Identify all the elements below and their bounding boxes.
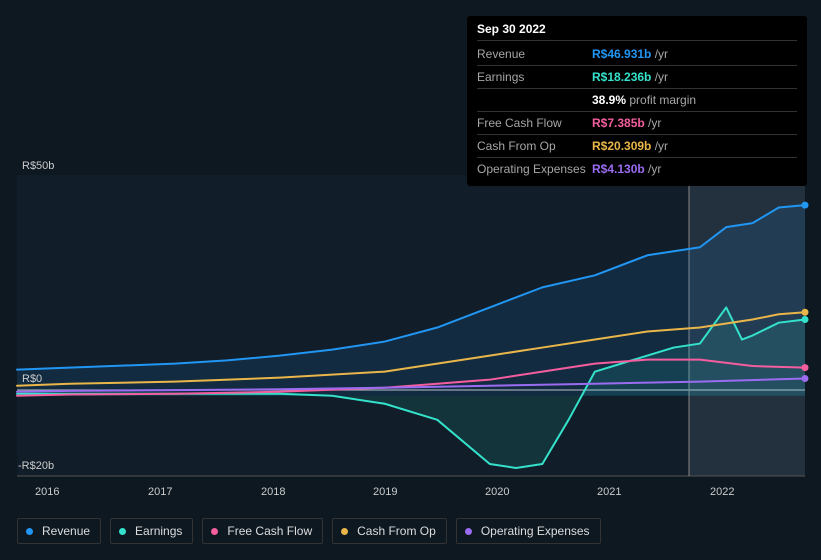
x-tick-2019: 2019 [373, 486, 397, 498]
x-tick-2018: 2018 [261, 486, 285, 498]
x-tick-2021: 2021 [597, 486, 621, 498]
legend-item-opex[interactable]: Operating Expenses [456, 518, 601, 544]
tooltip-date: Sep 30 2022 [477, 22, 797, 41]
y-tick-n20: -R$20b [18, 460, 54, 472]
tooltip-row-margin: 38.9% profit margin [477, 89, 797, 112]
legend-dot [341, 528, 348, 535]
tooltip-row-earnings: Earnings R$18.236b /yr [477, 66, 797, 89]
x-tick-2022: 2022 [710, 486, 734, 498]
x-tick-2020: 2020 [485, 486, 509, 498]
tooltip-row-opex: Operating Expenses R$4.130b /yr [477, 158, 797, 180]
legend-item-cfo[interactable]: Cash From Op [332, 518, 447, 544]
tooltip-row-revenue: Revenue R$46.931b /yr [477, 43, 797, 66]
tooltip-row-cfo: Cash From Op R$20.309b /yr [477, 135, 797, 158]
tooltip-row-fcf: Free Cash Flow R$7.385b /yr [477, 112, 797, 135]
legend-dot [465, 528, 472, 535]
legend-dot [26, 528, 33, 535]
legend-dot [211, 528, 218, 535]
x-tick-2017: 2017 [148, 486, 172, 498]
chart-legend: Revenue Earnings Free Cash Flow Cash Fro… [17, 518, 601, 544]
legend-dot [119, 528, 126, 535]
y-tick-0: R$0 [22, 373, 42, 385]
x-tick-2016: 2016 [35, 486, 59, 498]
chart-tooltip: Sep 30 2022 Revenue R$46.931b /yr Earnin… [467, 16, 807, 186]
legend-item-earnings[interactable]: Earnings [110, 518, 193, 544]
legend-item-revenue[interactable]: Revenue [17, 518, 101, 544]
legend-item-fcf[interactable]: Free Cash Flow [202, 518, 323, 544]
y-tick-50b: R$50b [22, 160, 54, 172]
